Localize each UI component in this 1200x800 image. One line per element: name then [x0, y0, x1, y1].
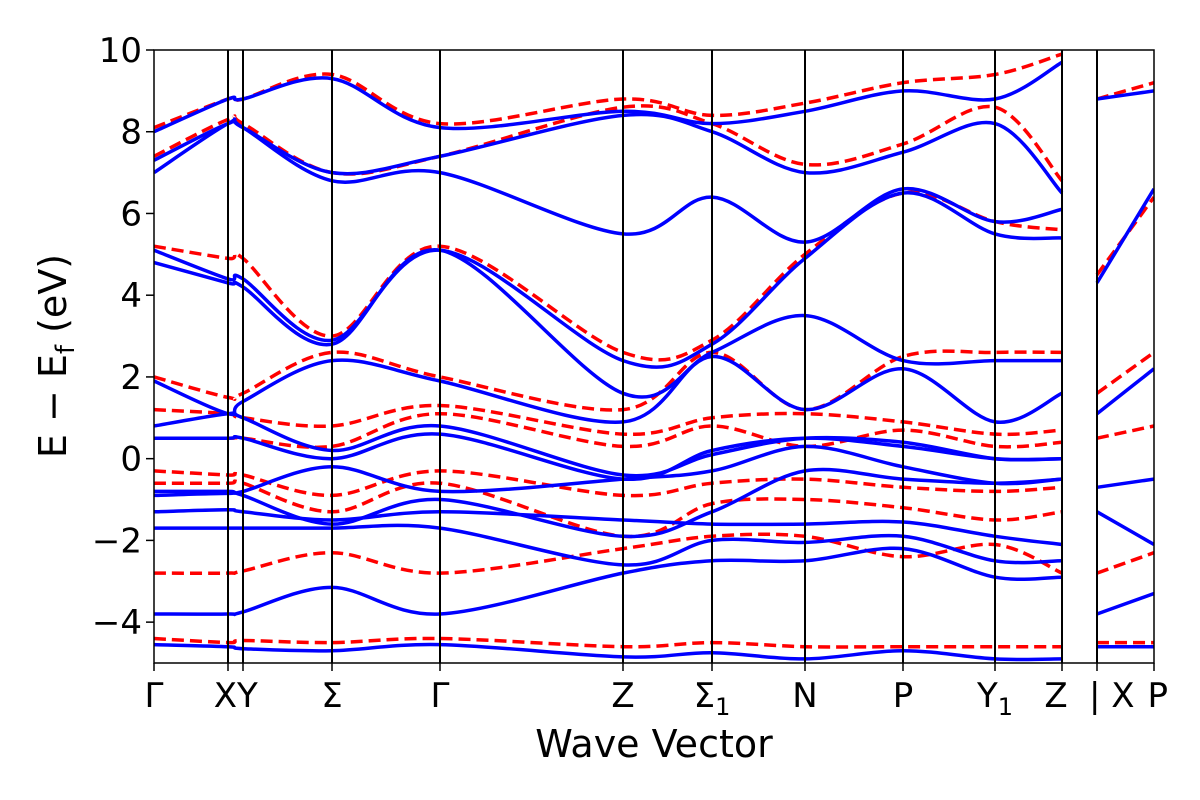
x-tick-label: X [214, 676, 237, 716]
dashed-band-13 [1095, 350, 1154, 395]
y-axis-label-unit: (eV) [31, 254, 75, 345]
solid-band-11 [154, 117, 1063, 244]
solid-band-20 [1096, 89, 1154, 101]
y-tick-label: 0 [120, 440, 142, 480]
solid-band-18 [1095, 367, 1154, 416]
dashed-band-0 [154, 636, 1062, 649]
dashed-band-7 [154, 190, 1063, 362]
x-ticks: Γ X Y Σ Γ Z Σ1 N P Y1 Z | X P [145, 663, 1168, 721]
x-axis-label: Wave Vector [535, 722, 773, 766]
bands-layer [154, 52, 1154, 662]
solid-band-10 [154, 191, 1063, 369]
x-tick-label: Y [236, 676, 258, 716]
y-tick-label: 10 [99, 31, 142, 71]
dashed-band-4 [154, 411, 1063, 450]
y-tick-label: 6 [120, 194, 142, 234]
y-axis-label-main: E − E [31, 354, 75, 458]
solid-band-13 [154, 60, 1063, 134]
solid-band-12 [154, 112, 1064, 195]
solid-band-19 [1095, 187, 1154, 284]
solid-band-15 [1096, 591, 1154, 616]
x-tick-label: N [792, 676, 817, 716]
x-tick-label: Y1 [976, 676, 1013, 721]
y-axis-label-sub: f [51, 344, 81, 354]
solid-band-16 [1096, 510, 1154, 547]
solid-band-2 [154, 523, 1063, 567]
solid-band-1 [154, 546, 1063, 617]
y-tick-label: 8 [120, 113, 142, 153]
x-tick-label: Γ [431, 676, 450, 716]
x-tick-label: P [1147, 676, 1168, 716]
x-tick-label: Γ [145, 676, 164, 716]
kpoint-lines [227, 50, 1098, 663]
x-tick-label: Z [1044, 676, 1067, 716]
dashed-band-6 [154, 349, 1063, 412]
dashed-band-11 [1096, 551, 1154, 575]
y-tick-label: 4 [120, 276, 142, 316]
y-tick-label: 2 [120, 358, 142, 398]
dashed-band-12 [1096, 424, 1154, 440]
y-axis-label: E − Ef (eV) [31, 254, 81, 458]
x-tick-label: Σ [321, 676, 342, 716]
x-tick-label: Σ1 [694, 676, 731, 721]
y-tick-label: −2 [92, 521, 142, 561]
dashed-band-14 [1095, 196, 1154, 276]
plot-frame [153, 49, 1155, 664]
y-ticks: −4 −2 0 2 4 6 8 10 [92, 31, 154, 643]
x-tick-label: Z [611, 676, 634, 716]
solid-band-17 [1096, 477, 1154, 490]
x-tick-label: P [893, 676, 914, 716]
y-tick-label: −4 [92, 603, 142, 643]
x-tick-label: | X [1089, 676, 1135, 716]
